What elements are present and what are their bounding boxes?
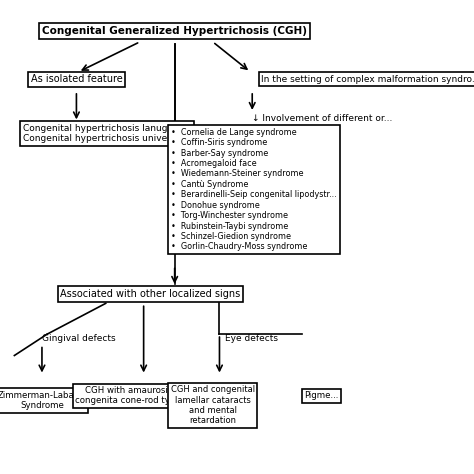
Text: CGH with amaurosis
congenita cone-rod type: CGH with amaurosis congenita cone-rod ty…	[75, 386, 181, 405]
Text: •  Cornelia de Lange syndrome
•  Coffin-Siris syndrome
•  Barber-Say syndrome
• : • Cornelia de Lange syndrome • Coffin-Si…	[171, 128, 337, 251]
Text: Pigme...: Pigme...	[304, 392, 338, 400]
Text: Gingival defects: Gingival defects	[42, 335, 116, 343]
Text: Congenital Generalized Hypertrichosis (CGH): Congenital Generalized Hypertrichosis (C…	[42, 26, 307, 36]
Text: CGH and congenital
lamellar cataracts
and mental
retardation: CGH and congenital lamellar cataracts an…	[171, 385, 255, 425]
Text: As isolated feature: As isolated feature	[30, 74, 122, 84]
Text: ↓ Involvement of different or...: ↓ Involvement of different or...	[252, 114, 392, 123]
Text: In the setting of complex malformation syndro...: In the setting of complex malformation s…	[261, 75, 474, 83]
Text: Zimmerman-Laband
Syndrome: Zimmerman-Laband Syndrome	[0, 391, 86, 410]
Text: Congenital hypertrichosis lanuginosa
Congenital hypertrichosis universalis: Congenital hypertrichosis lanuginosa Con…	[23, 124, 191, 143]
Text: Associated with other localized signs: Associated with other localized signs	[60, 289, 241, 299]
Text: Eye defects: Eye defects	[225, 335, 278, 343]
